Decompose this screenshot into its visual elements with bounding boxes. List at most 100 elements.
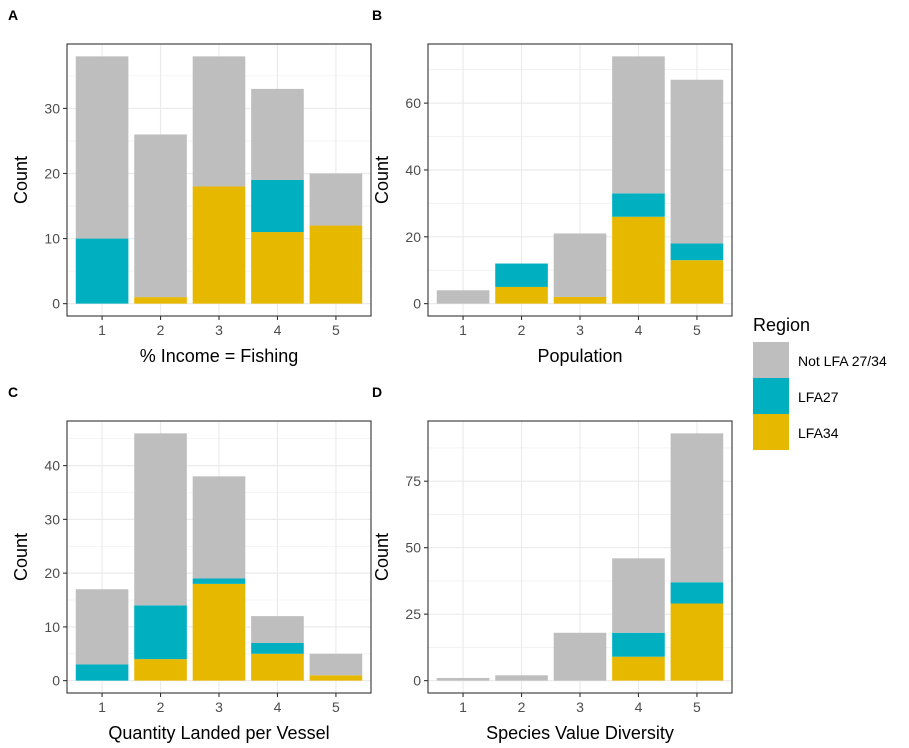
bar-lfa27-3 — [192, 578, 246, 584]
x-axis-title: Population — [537, 346, 622, 366]
bar-lfa34-3 — [192, 583, 246, 681]
bar-lfa27-1 — [75, 238, 129, 304]
bar-lfa34-5 — [309, 225, 363, 304]
bar-lfa27-4 — [612, 632, 665, 657]
bar-lfa34-4 — [251, 653, 304, 681]
bar-lfa27-4 — [251, 643, 304, 654]
x-tick-label: 3 — [576, 322, 584, 338]
x-tick-label: 5 — [693, 699, 701, 715]
x-tick-label: 2 — [157, 322, 165, 338]
bar-lfa34-2 — [134, 659, 187, 681]
bar-lfa27-1 — [75, 664, 129, 681]
x-tick-label: 3 — [215, 699, 223, 715]
x-axis-title: Quantity Landed per Vessel — [108, 723, 329, 743]
y-tick-label: 0 — [52, 673, 60, 689]
bar-not-lfa-5 — [309, 653, 363, 676]
y-tick-label: 25 — [405, 606, 421, 622]
y-axis-title: Count — [372, 156, 392, 204]
legend-key-lfa27 — [753, 378, 789, 414]
bar-not-lfa-5 — [670, 79, 724, 244]
x-tick-label: 5 — [332, 322, 340, 338]
legend-label-lfa27: LFA27 — [798, 389, 839, 405]
y-tick-label: 0 — [413, 673, 421, 689]
y-tick-label: 20 — [44, 565, 60, 581]
bar-not-lfa-2 — [134, 433, 187, 606]
bar-not-lfa-4 — [612, 558, 665, 633]
x-tick-label: 1 — [98, 322, 106, 338]
bar-not-lfa-4 — [612, 56, 665, 194]
legend: Region Not LFA 27/34 LFA27 LFA34 — [753, 315, 887, 450]
y-axis-title: Count — [372, 533, 392, 581]
bar-not-lfa-1 — [436, 677, 490, 681]
bar-lfa34-4 — [612, 656, 665, 681]
bar-not-lfa-5 — [309, 173, 363, 226]
bar-not-lfa-3 — [192, 56, 246, 187]
x-tick-label: 4 — [635, 322, 643, 338]
y-tick-label: 0 — [413, 296, 421, 312]
bar-not-lfa-3 — [553, 632, 607, 681]
bar-lfa34-4 — [251, 232, 304, 304]
y-tick-label: 30 — [44, 511, 60, 527]
x-tick-label: 3 — [576, 699, 584, 715]
x-tick-label: 1 — [98, 699, 106, 715]
x-axis-title: Species Value Diversity — [486, 723, 674, 743]
bar-lfa34-4 — [612, 216, 665, 304]
x-tick-label: 5 — [332, 699, 340, 715]
x-tick-label: 4 — [635, 699, 643, 715]
bar-not-lfa-3 — [192, 476, 246, 579]
bar-not-lfa-4 — [251, 88, 304, 180]
y-tick-label: 30 — [44, 100, 60, 116]
bar-not-lfa-3 — [553, 233, 607, 297]
x-tick-label: 2 — [157, 699, 165, 715]
legend-key-lfa34 — [753, 414, 789, 450]
y-tick-label: 60 — [405, 95, 421, 111]
bar-not-lfa-2 — [495, 675, 548, 681]
x-tick-label: 4 — [274, 322, 282, 338]
bar-lfa34-3 — [553, 296, 607, 304]
bar-lfa34-5 — [309, 675, 363, 681]
bar-lfa34-3 — [192, 186, 246, 304]
y-tick-label: 40 — [44, 458, 60, 474]
x-tick-label: 4 — [274, 699, 282, 715]
x-tick-label: 3 — [215, 322, 223, 338]
panel-letter: C — [8, 384, 18, 400]
x-tick-label: 1 — [459, 322, 467, 338]
legend-key-not-lfa — [753, 342, 789, 378]
y-axis-title: Count — [11, 156, 31, 204]
legend-label-lfa34: LFA34 — [798, 425, 839, 441]
bar-lfa27-4 — [612, 193, 665, 217]
bar-not-lfa-1 — [436, 290, 490, 304]
bar-lfa34-5 — [670, 603, 724, 681]
y-tick-label: 20 — [405, 229, 421, 245]
y-tick-label: 10 — [44, 231, 60, 247]
x-tick-label: 2 — [518, 322, 526, 338]
panel-a: 0 10 20 30 1 2 3 4 5 % Income = Fishing Count A — [8, 7, 372, 366]
bar-lfa27-4 — [251, 180, 304, 233]
bar-not-lfa-4 — [251, 616, 304, 644]
legend-title: Region — [753, 315, 810, 335]
bar-not-lfa-1 — [75, 589, 129, 665]
panel-b: 0 20 40 60 1 2 3 4 5 Population Count B — [372, 7, 733, 366]
x-tick-label: 5 — [693, 322, 701, 338]
x-tick-label: 2 — [518, 699, 526, 715]
bar-lfa27-2 — [134, 605, 187, 660]
panel-letter: B — [372, 7, 382, 23]
panel-letter: D — [372, 384, 382, 400]
panel-d: 0 25 50 75 1 2 3 4 5 Species Value Diversity Count… — [372, 384, 733, 743]
bar-not-lfa-2 — [134, 134, 187, 298]
legend-label-not-lfa: Not LFA 27/34 — [798, 353, 887, 369]
y-axis-title: Count — [11, 533, 31, 581]
y-tick-label: 10 — [44, 619, 60, 635]
x-axis-title: % Income = Fishing — [140, 346, 299, 366]
y-tick-label: 50 — [405, 540, 421, 556]
y-tick-label: 40 — [405, 162, 421, 178]
bar-lfa27-5 — [670, 243, 724, 261]
bar-lfa34-2 — [495, 286, 548, 304]
y-tick-label: 0 — [52, 296, 60, 312]
bar-lfa34-5 — [670, 260, 724, 304]
y-tick-label: 20 — [44, 165, 60, 181]
y-tick-label: 75 — [405, 473, 421, 489]
bar-lfa27-2 — [495, 263, 548, 287]
